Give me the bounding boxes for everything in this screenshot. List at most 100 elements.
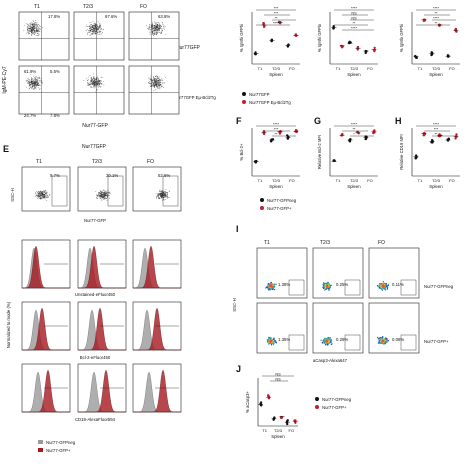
flow-event <box>37 83 39 85</box>
flow-event <box>328 338 330 341</box>
panel-i-col-t1: T1 <box>264 240 270 246</box>
flow-event <box>96 89 97 91</box>
panel-e-flow-ylabel: SSC-H <box>10 188 15 201</box>
flow-event <box>96 30 97 32</box>
flow-event <box>37 193 39 195</box>
flow-event <box>35 35 37 36</box>
flow-event <box>157 80 159 82</box>
flow-event <box>154 87 155 88</box>
flow-event <box>37 194 39 195</box>
flow-event <box>108 190 110 192</box>
flow-event <box>38 34 40 36</box>
flow-event <box>47 196 48 198</box>
flow-event <box>105 198 107 199</box>
flow-event <box>41 193 43 195</box>
flow-event <box>94 87 95 89</box>
flow-event <box>95 80 96 82</box>
significance-label: ** <box>275 132 278 136</box>
flow-event <box>155 28 157 30</box>
x-tick-label: FO <box>289 178 295 183</box>
col-label-fo: FO <box>140 4 147 10</box>
flow-event <box>153 85 154 87</box>
flow-event <box>29 85 31 87</box>
flow-event <box>28 33 30 35</box>
flow-event <box>95 83 97 85</box>
flow-event <box>35 77 37 79</box>
flow-event <box>377 285 379 288</box>
flow-event <box>269 285 272 288</box>
flow-event <box>274 289 276 291</box>
flow-event <box>37 79 39 80</box>
flow-event <box>94 84 96 86</box>
flow-event <box>101 192 103 194</box>
flow-event <box>97 85 99 87</box>
flow-event <box>39 31 40 32</box>
flow-event <box>152 34 154 36</box>
flow-event <box>159 76 161 78</box>
flow-event <box>35 27 37 29</box>
flow-event <box>161 29 162 31</box>
flow-event <box>327 338 330 340</box>
flow-event <box>152 85 154 87</box>
flow-event <box>35 22 36 24</box>
flow-event <box>163 25 165 27</box>
flow-event <box>98 27 100 29</box>
flow-event <box>270 343 273 345</box>
flow-event <box>38 81 39 83</box>
flow-event <box>167 192 168 194</box>
flow-event <box>93 78 94 80</box>
flow-event <box>166 194 167 196</box>
flow-event <box>40 198 42 200</box>
data-point <box>254 51 257 54</box>
flow-event <box>325 343 327 346</box>
flow-event <box>102 197 104 199</box>
flow-event <box>156 32 158 34</box>
flow-event <box>30 30 31 32</box>
flow-event <box>153 25 155 27</box>
flow-event <box>323 341 325 343</box>
flow-event <box>37 81 39 83</box>
flow-event <box>102 190 104 192</box>
flow-event <box>271 284 273 287</box>
flow-event <box>161 193 163 195</box>
flow-event <box>31 27 32 29</box>
flow-event <box>90 37 92 39</box>
flow-event <box>28 33 30 34</box>
data-point <box>332 26 335 30</box>
flow-event <box>95 25 97 27</box>
flow-event <box>155 31 156 33</box>
flow-event <box>104 196 105 198</box>
flow-event <box>378 340 380 342</box>
flow-event <box>30 31 31 33</box>
flow-event <box>97 26 99 27</box>
flow-event <box>106 197 108 198</box>
flow-event <box>100 33 102 35</box>
flow-event <box>161 195 162 197</box>
flow-event <box>159 197 161 198</box>
histogram-red <box>22 307 70 351</box>
flow-event <box>35 87 36 88</box>
flow-event <box>167 194 169 195</box>
flow-event <box>328 289 330 291</box>
flow-event <box>324 287 326 289</box>
flow-event <box>160 194 161 195</box>
flow-event <box>34 27 36 28</box>
panel-i-pct-r2-t23: 0.29% <box>336 337 348 342</box>
flow-event <box>161 26 162 27</box>
y-axis-label: % IgMlo GFPhi <box>399 24 404 52</box>
flow-event <box>161 82 163 84</box>
flow-event <box>159 193 160 195</box>
flow-event <box>162 199 164 200</box>
flow-event <box>164 28 166 30</box>
flow-event <box>157 27 159 29</box>
flow-event <box>39 191 41 193</box>
flow-event <box>150 86 152 88</box>
flow-event <box>270 340 272 342</box>
histogram-red <box>21 245 70 289</box>
flow-event <box>31 78 33 79</box>
flow-event <box>155 83 157 85</box>
flow-event <box>150 26 152 28</box>
flow-event <box>30 26 32 28</box>
flow-event <box>33 85 34 87</box>
data-point <box>286 137 290 140</box>
